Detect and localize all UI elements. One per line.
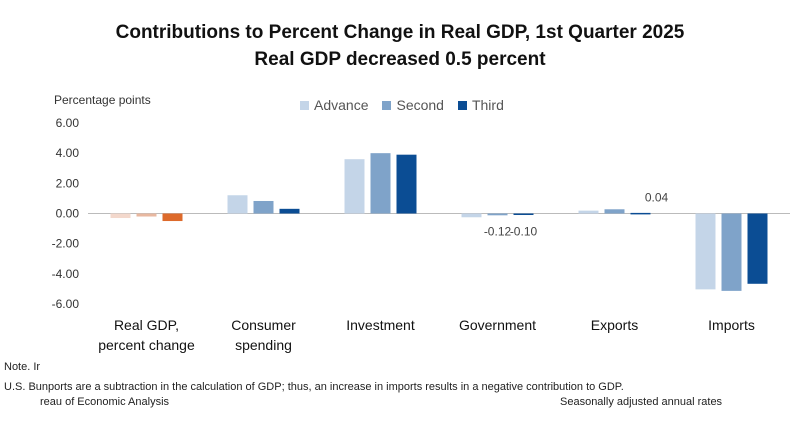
y-tick-label: -4.00: [52, 267, 80, 281]
bar-third: [396, 154, 417, 214]
category-label: Investment: [346, 317, 415, 333]
data-label: -0.12: [484, 225, 512, 239]
category-label: Government: [459, 317, 536, 333]
bar-third: [513, 213, 534, 216]
y-tick-label: 2.00: [56, 176, 80, 190]
bar-second: [136, 213, 157, 217]
footer-note: Note. Ir: [4, 361, 41, 373]
bar-third: [162, 213, 183, 222]
bar-advance: [227, 195, 248, 214]
data-label: -0.10: [510, 225, 538, 239]
bar-advance: [110, 213, 131, 219]
y-tick-label: 4.00: [56, 146, 80, 160]
chart-title: Contributions to Percent Change in Real …: [115, 22, 685, 43]
legend-label-third: Third: [471, 97, 504, 113]
legend: Advance Second Third: [300, 97, 504, 113]
y-tick-label: -6.00: [52, 297, 80, 311]
legend-swatch-advance: [300, 100, 309, 110]
y-tick-label: 0.00: [56, 207, 80, 221]
category-label: Imports: [708, 317, 755, 333]
category-label: Real GDP,: [114, 317, 179, 333]
y-tick-label: -2.00: [52, 237, 80, 251]
bar-advance: [578, 210, 599, 214]
category-label: spending: [235, 337, 292, 353]
legend-item-third: Third: [457, 97, 504, 113]
legend-item-second: Second: [382, 97, 444, 113]
legend-swatch-second: [382, 100, 392, 110]
bar-third: [279, 208, 300, 214]
category-label: Consumer: [231, 317, 296, 333]
chart-subtitle: Real GDP decreased 0.5 percent: [254, 49, 546, 70]
bar-second: [370, 153, 391, 214]
y-axis-label: Percentage points: [54, 93, 151, 107]
bar-third: [630, 212, 651, 215]
legend-swatch-third: [457, 100, 467, 110]
legend-label-second: Second: [396, 97, 444, 113]
legend-item-advance: Advance: [300, 97, 368, 113]
bar-third: [747, 213, 768, 284]
bar-second: [253, 200, 274, 214]
bar-second: [604, 209, 625, 214]
bar-advance: [461, 213, 482, 218]
data-label: 0.04: [645, 191, 669, 205]
bar-advance: [344, 159, 365, 214]
category-label: Exports: [591, 317, 638, 333]
footer-source: reau of Economic Analysis: [40, 396, 170, 408]
bar-second: [487, 213, 508, 216]
footer-rates: Seasonally adjusted annual rates: [560, 396, 723, 408]
legend-label-advance: Advance: [314, 97, 369, 113]
footer-imports-note: U.S. Bunports are a subtraction in the c…: [4, 381, 624, 393]
bar-second: [721, 213, 742, 291]
category-label: percent change: [98, 337, 195, 353]
y-tick-label: 6.00: [56, 116, 80, 130]
bar-advance: [695, 213, 716, 290]
